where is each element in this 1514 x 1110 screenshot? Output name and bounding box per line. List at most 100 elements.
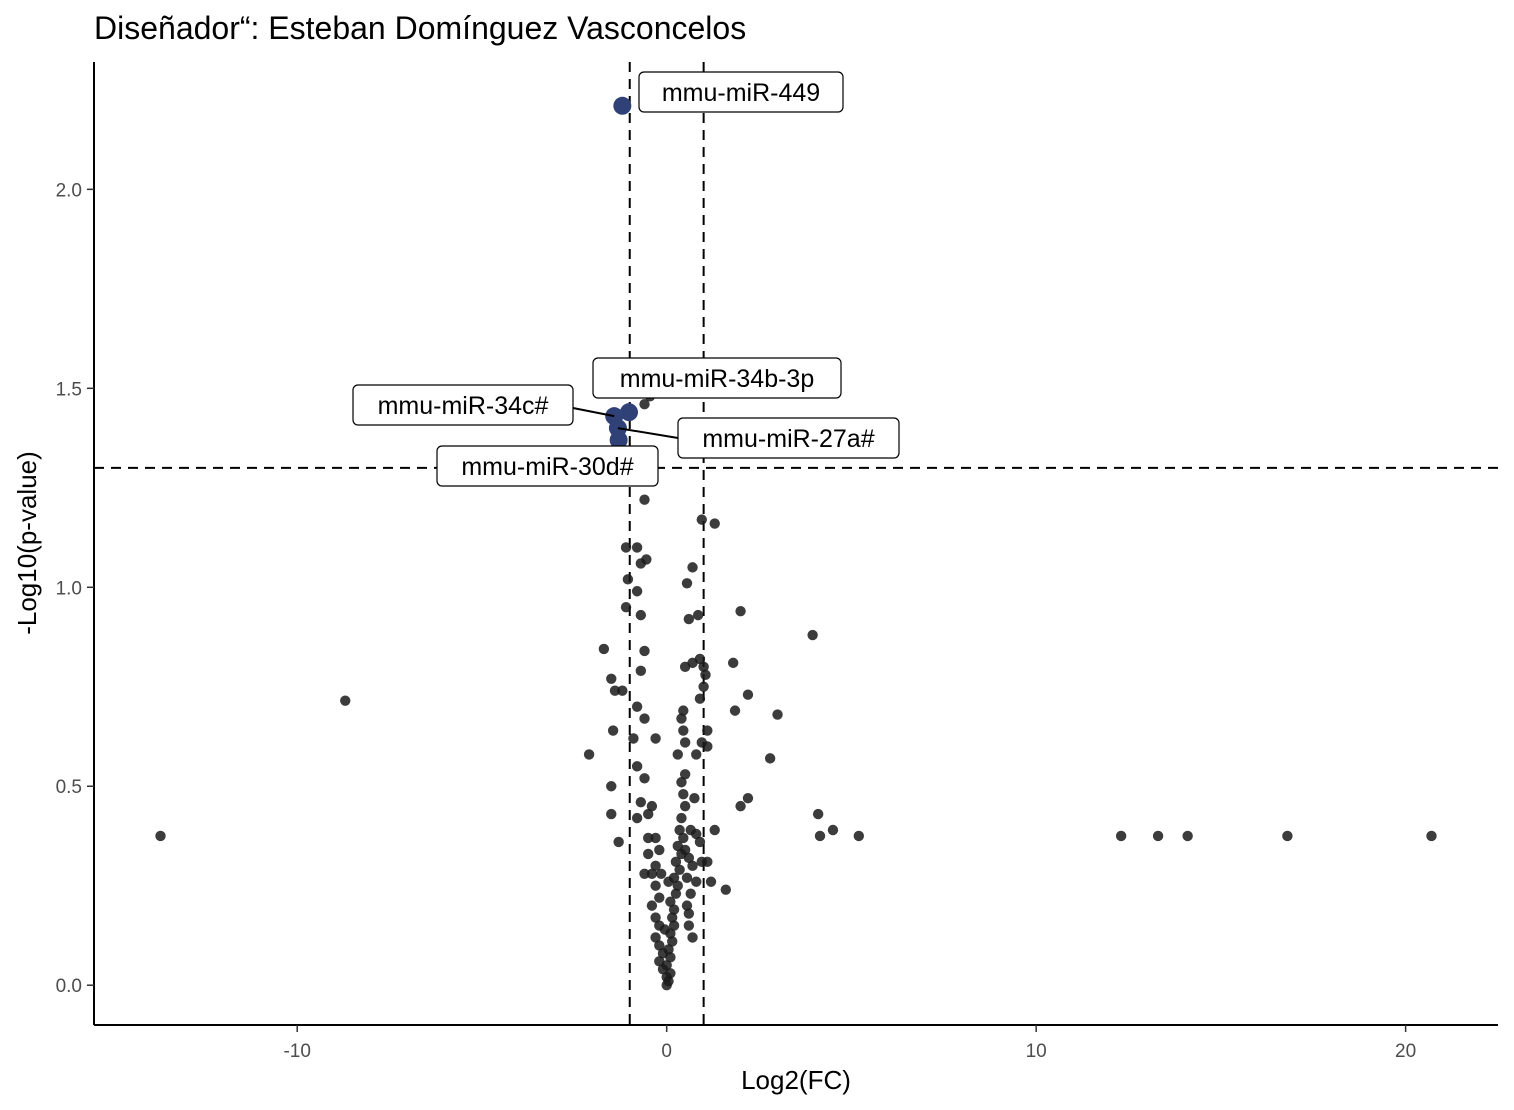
y-axis-title: -Log10(p-value) (12, 451, 42, 635)
data-point (685, 888, 696, 899)
data-point (812, 808, 824, 820)
data-point (631, 542, 643, 553)
gene-label: mmu-miR-34c# (352, 384, 615, 426)
data-point (650, 733, 661, 744)
data-point (598, 643, 610, 655)
data-point (639, 713, 650, 724)
data-point (702, 725, 713, 736)
data-point (814, 830, 826, 842)
data-point (681, 900, 693, 911)
data-point (807, 629, 818, 641)
data-point (654, 892, 665, 903)
data-point (607, 725, 619, 736)
data-point (609, 685, 621, 696)
data-point (678, 725, 689, 736)
data-point (687, 860, 698, 872)
data-point (654, 940, 665, 951)
data-point (691, 876, 702, 887)
data-point (742, 792, 754, 804)
data-point (635, 609, 647, 621)
data-point (646, 800, 658, 812)
data-point (583, 749, 595, 760)
data-point (689, 792, 700, 804)
data-point (631, 812, 643, 824)
data-point (631, 761, 643, 772)
label-box (352, 384, 574, 426)
y-tick-label: 0.0 (56, 976, 82, 997)
data-point (670, 856, 682, 868)
data-point (678, 788, 689, 800)
data-point (709, 518, 720, 529)
gene-label: mmu-miR-27a# (617, 417, 900, 459)
data-point (668, 904, 680, 915)
data-point (678, 705, 689, 716)
data-point (674, 864, 685, 876)
y-tick-label: 0.5 (56, 777, 82, 798)
data-point (764, 753, 776, 764)
chart-title: Diseñador“: Esteban Domínguez Vasconcelo… (94, 10, 746, 46)
data-point (678, 832, 689, 844)
data-point (692, 609, 704, 621)
gene-label: mmu-miR-449 (638, 71, 844, 113)
data-point (670, 888, 682, 899)
gene-label-text: mmu-miR-449 (662, 79, 820, 107)
gene-label: mmu-miR-34b-3p (592, 357, 842, 399)
data-point (683, 852, 695, 864)
data-point (827, 824, 839, 836)
data-point (646, 868, 658, 879)
x-ticks: -10 0 10 20 (283, 1025, 1416, 1062)
data-point (672, 880, 683, 891)
label-box (638, 71, 844, 113)
data-point (681, 578, 693, 589)
data-point (683, 920, 695, 931)
data-point (676, 777, 687, 788)
data-point (687, 562, 698, 573)
data-point (694, 693, 706, 704)
data-point (617, 685, 628, 696)
data-point (676, 812, 687, 824)
data-point (683, 613, 695, 625)
data-point (694, 653, 706, 665)
x-tick-label: 20 (1395, 1041, 1416, 1062)
points-layer (155, 391, 1437, 991)
data-point (742, 689, 754, 700)
data-point (679, 737, 691, 748)
data-point (650, 860, 661, 872)
y-tick-label: 1.0 (56, 578, 82, 599)
data-point (1182, 830, 1193, 842)
data-point (659, 924, 671, 935)
data-point (672, 749, 683, 760)
data-point (155, 830, 166, 842)
data-point (650, 832, 661, 844)
data-point (698, 661, 709, 673)
data-point (691, 828, 702, 840)
y-ticks: 0.0 0.5 1.0 1.5 2.0 (56, 180, 94, 997)
data-point (650, 932, 661, 943)
data-point (650, 912, 661, 923)
data-point (735, 800, 746, 812)
data-point (700, 669, 711, 681)
data-point (709, 824, 720, 836)
data-point (639, 399, 650, 410)
data-point (1152, 830, 1164, 842)
data-point (643, 832, 654, 844)
data-point (674, 824, 685, 836)
data-point (613, 836, 624, 848)
data-point (340, 695, 351, 706)
label-box (677, 417, 900, 459)
data-point (663, 944, 674, 955)
data-point (606, 808, 617, 820)
data-point (643, 848, 654, 860)
data-point (853, 830, 865, 842)
data-point (663, 876, 674, 887)
data-point (628, 733, 639, 744)
x-axis-title: Log2(FC) (741, 1065, 851, 1095)
data-point (720, 884, 731, 895)
threshold-lines (94, 62, 1498, 1025)
data-point (665, 952, 676, 963)
significant-point (609, 431, 628, 450)
data-point (639, 868, 650, 879)
x-tick-label: 10 (1026, 1041, 1047, 1062)
data-point (620, 601, 632, 613)
